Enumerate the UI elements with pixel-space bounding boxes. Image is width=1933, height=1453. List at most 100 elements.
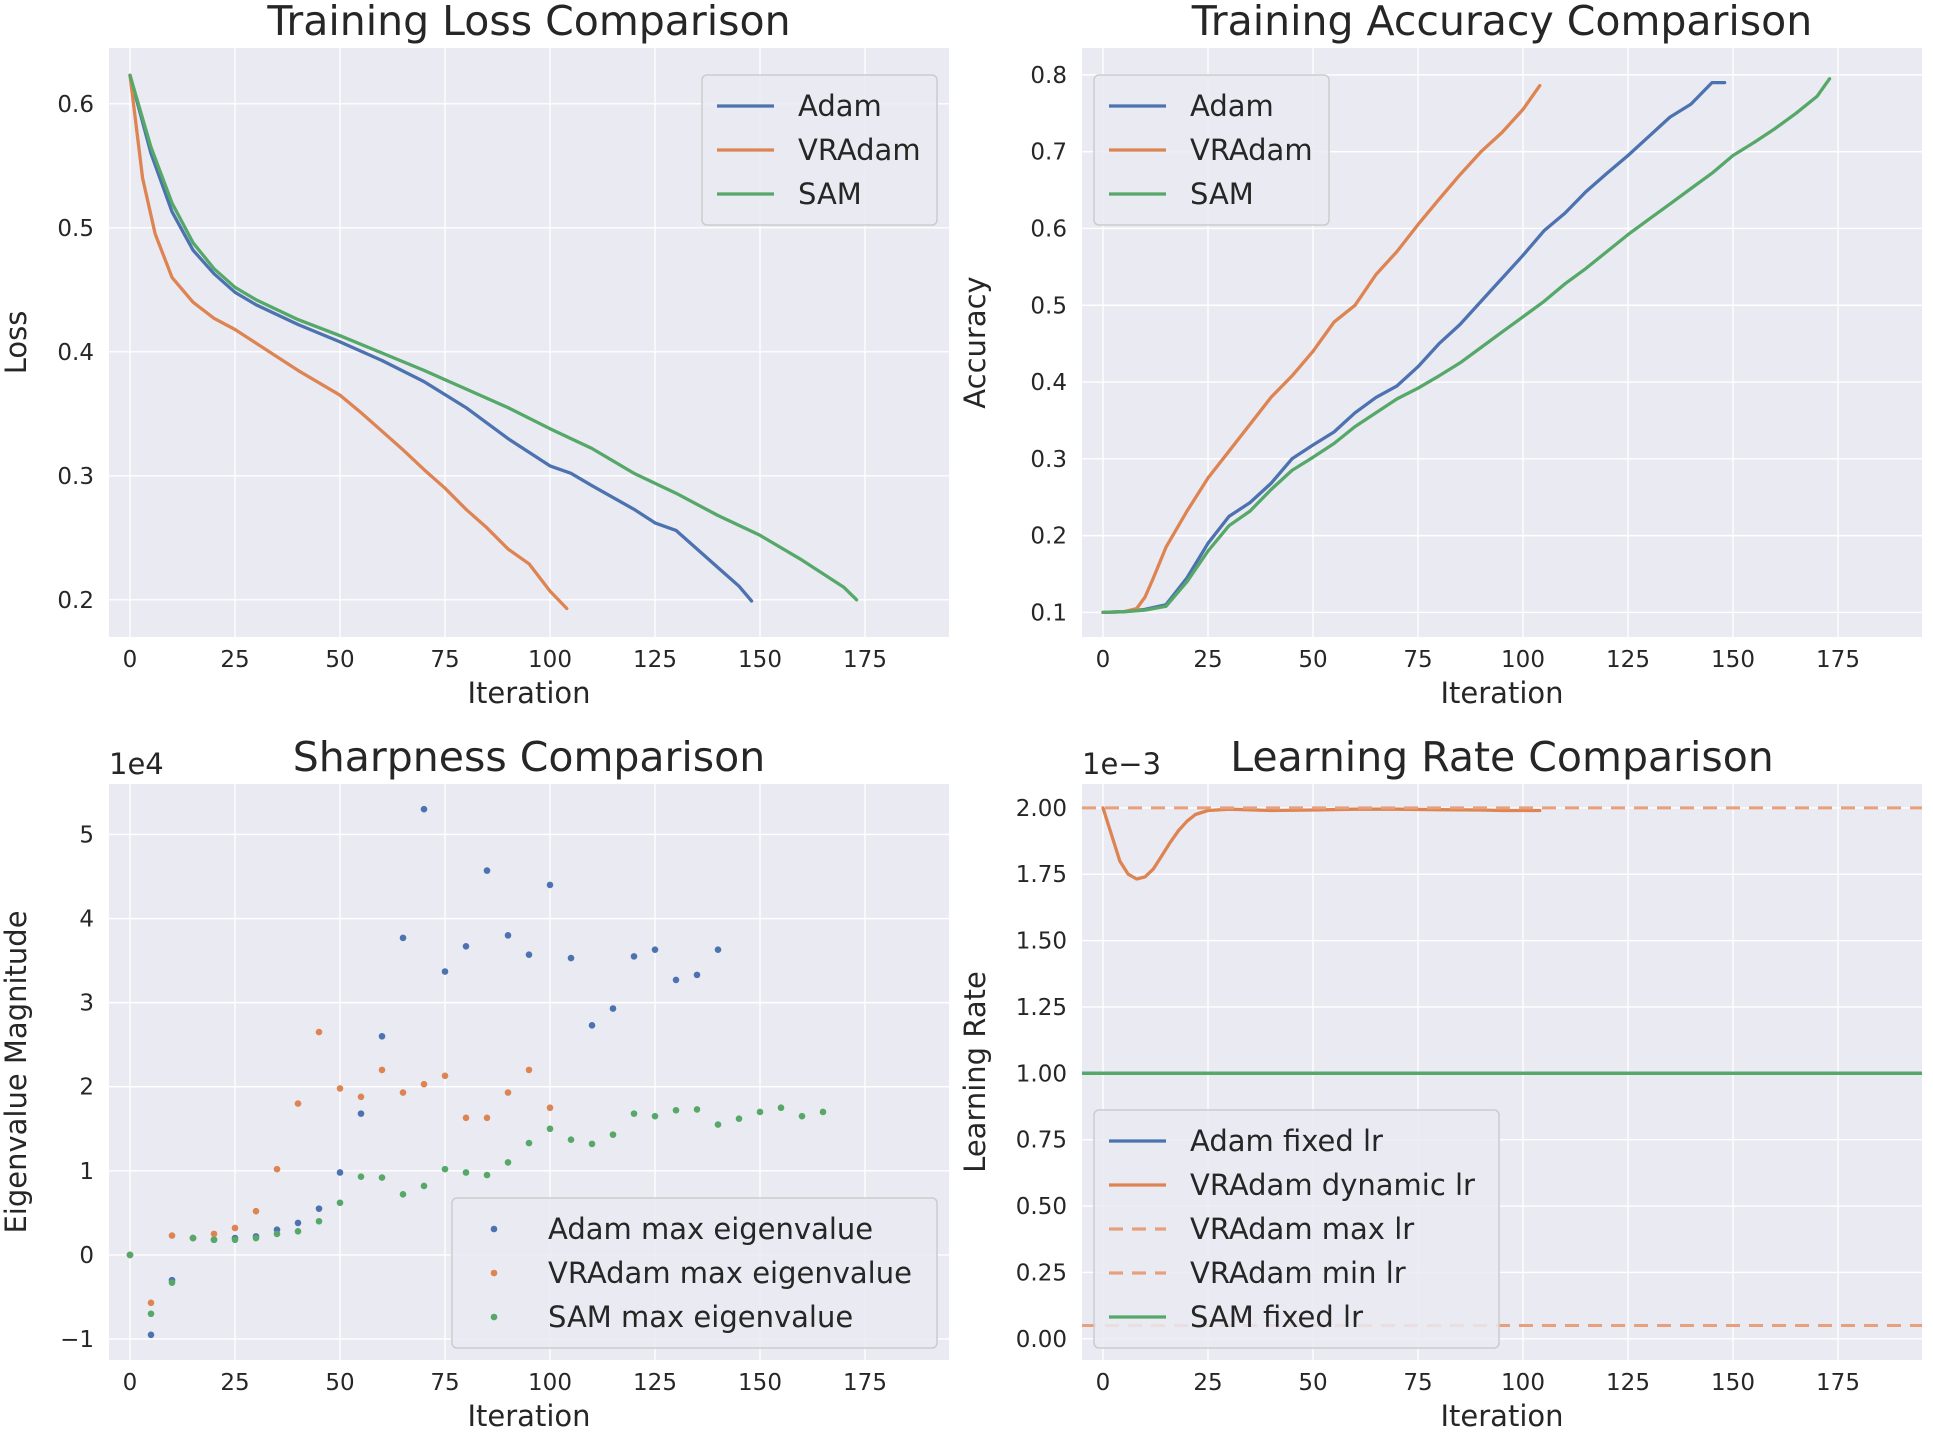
series-vradam-max-eigenvalue-point <box>231 1224 239 1232</box>
y-tick-label: 2.00 <box>1016 796 1067 822</box>
y-tick-label: 1.25 <box>1016 995 1067 1021</box>
x-tick-label: 25 <box>1193 1370 1222 1396</box>
series-sam-max-eigenvalue-point <box>756 1108 764 1116</box>
x-tick-label: 75 <box>1403 1370 1432 1396</box>
series-adam-max-eigenvalue-point <box>462 942 470 950</box>
series-sam-max-eigenvalue-point <box>483 1171 491 1179</box>
y-tick-label: 3 <box>79 991 94 1017</box>
legend-entry-adam-fixed-lr-label: Adam fixed lr <box>1190 1124 1383 1158</box>
y-tick-label: 0.4 <box>1030 370 1067 396</box>
series-sam-max-eigenvalue-point <box>399 1191 407 1198</box>
series-vradam-max-eigenvalue-point <box>483 1114 491 1122</box>
series-adam-max-eigenvalue-point <box>504 932 512 939</box>
legend-entry-adam-label: Adam <box>798 89 882 123</box>
series-adam-line <box>128 73 754 603</box>
series-adam-max-eigenvalue-point <box>336 1169 344 1176</box>
y-tick-label: 0.2 <box>57 588 94 614</box>
y-axis-label: Eigenvalue Magnitude <box>0 910 33 1233</box>
y-tick-label: 0.3 <box>57 464 94 490</box>
series-adam-max-eigenvalue-point <box>609 1005 617 1012</box>
x-axis-label: Iteration <box>467 1399 590 1433</box>
x-tick-label: 100 <box>1501 647 1545 673</box>
legend-box <box>701 74 938 226</box>
series-vradam-max-eigenvalue-point <box>441 1072 449 1080</box>
series-sam-max-eigenvalue-point <box>693 1106 701 1113</box>
series-adam-max-eigenvalue-point <box>525 951 533 958</box>
series-vradam-line <box>1101 83 1542 615</box>
legend-entry-sam-max-eigenvalue-label: SAM max eigenvalue <box>548 1300 853 1334</box>
legend-box <box>1093 1109 1500 1349</box>
series-vradam-line <box>128 73 569 611</box>
series-vradam-max-eigenvalue-point <box>378 1066 386 1074</box>
y-tick-label: 0.3 <box>1030 447 1067 473</box>
y-tick-label: 0.1 <box>1030 600 1067 626</box>
series-vradam-max-eigenvalue-point <box>294 1100 302 1107</box>
x-tick-label: 125 <box>633 647 677 673</box>
data-layer <box>1082 806 1922 1327</box>
series-adam-max-eigenvalue-point <box>714 946 722 953</box>
series-sam-max-eigenvalue-point <box>588 1140 596 1148</box>
series-sam-max-eigenvalue-point <box>315 1217 323 1225</box>
x-tick-label: 125 <box>633 1370 677 1396</box>
legend-entry-vradam-dynamic-lr-label: VRAdam dynamic lr <box>1190 1168 1475 1202</box>
series-vradam-max-eigenvalue-point <box>252 1207 260 1215</box>
legend-entry-sam-label: SAM <box>798 177 862 211</box>
series-vradam-max-eigenvalue-point <box>210 1230 218 1238</box>
series-sam-max-eigenvalue-point <box>210 1236 218 1244</box>
x-tick-label: 50 <box>325 647 354 673</box>
x-tick-label: 125 <box>1606 647 1650 673</box>
series-sam-max-eigenvalue-point <box>462 1169 470 1176</box>
series-adam-max-eigenvalue-point <box>651 946 659 953</box>
series-adam-max-eigenvalue-point <box>315 1205 323 1212</box>
series-sam-max-eigenvalue-point <box>357 1173 365 1180</box>
series-sam-max-eigenvalue-point <box>294 1228 302 1235</box>
chart-title: Sharpness Comparison <box>293 733 765 781</box>
data-layer <box>126 805 827 1339</box>
series-vradam-dynamic-lr-line <box>1101 806 1542 881</box>
y-tick-label: 0.7 <box>1030 140 1067 166</box>
y-tick-label: 0.6 <box>1030 216 1067 242</box>
legend-entry-vradam-label: VRAdam <box>798 133 921 167</box>
x-tick-label: 100 <box>528 647 572 673</box>
x-tick-label: 100 <box>528 1370 572 1396</box>
offset-text: 1e4 <box>109 747 164 781</box>
series-vradam-max-eigenvalue-point <box>147 1299 155 1307</box>
series-vradam-max-eigenvalue-point <box>504 1089 512 1096</box>
y-tick-label: 0.25 <box>1016 1260 1067 1286</box>
chart-panel-4: 0 25 50 75 100 125 150 175 0.00 0.25 0.50 0.75 1.00 1… <box>958 733 1922 1433</box>
x-tick-label: 50 <box>1298 1370 1327 1396</box>
series-sam-max-eigenvalue-point <box>441 1165 449 1173</box>
series-adam-max-eigenvalue-point <box>420 805 428 813</box>
legend-entry-adam-max-eigenvalue-marker <box>490 1225 498 1233</box>
series-sam-max-eigenvalue-point <box>609 1131 617 1138</box>
y-tick-label: 1 <box>79 1159 94 1185</box>
series-adam-max-eigenvalue-point <box>588 1022 596 1029</box>
series-vradam-max-eigenvalue-point <box>462 1114 470 1122</box>
data-layer <box>1101 77 1832 615</box>
legend-entry-vradam-max-eigenvalue-marker <box>490 1269 498 1277</box>
series-sam-max-eigenvalue-point <box>189 1234 197 1242</box>
x-tick-label: 150 <box>738 647 782 673</box>
series-adam-max-eigenvalue-point <box>147 1331 155 1339</box>
series-sam-max-eigenvalue-point <box>336 1199 344 1207</box>
x-tick-label: 175 <box>843 1370 887 1396</box>
series-sam-max-eigenvalue-point <box>273 1230 281 1238</box>
offset-text: 1e−3 <box>1082 747 1161 781</box>
series-sam-max-eigenvalue-point <box>651 1112 659 1120</box>
series-sam-max-eigenvalue-point <box>546 1125 554 1133</box>
series-sam-max-eigenvalue-point <box>252 1234 260 1242</box>
chart-title: Training Loss Comparison <box>266 0 790 45</box>
series-sam-max-eigenvalue-point <box>567 1136 575 1143</box>
y-tick-label: 0.6 <box>57 92 94 118</box>
x-tick-label: 0 <box>123 1370 138 1396</box>
y-axis-label: Loss <box>0 311 33 375</box>
x-tick-label: 175 <box>843 647 887 673</box>
legend-entry-adam-max-eigenvalue-label: Adam max eigenvalue <box>548 1212 873 1246</box>
y-tick-label: 1.75 <box>1016 862 1067 888</box>
series-adam-max-eigenvalue-point <box>546 881 554 889</box>
legend: Adam fixed lr VRAdam dynamic lr VRAdam max… <box>1093 1109 1500 1349</box>
series-vradam-max-eigenvalue-point <box>420 1080 428 1088</box>
x-tick-label: 75 <box>430 1370 459 1396</box>
series-vradam-max-eigenvalue-point <box>336 1085 344 1092</box>
